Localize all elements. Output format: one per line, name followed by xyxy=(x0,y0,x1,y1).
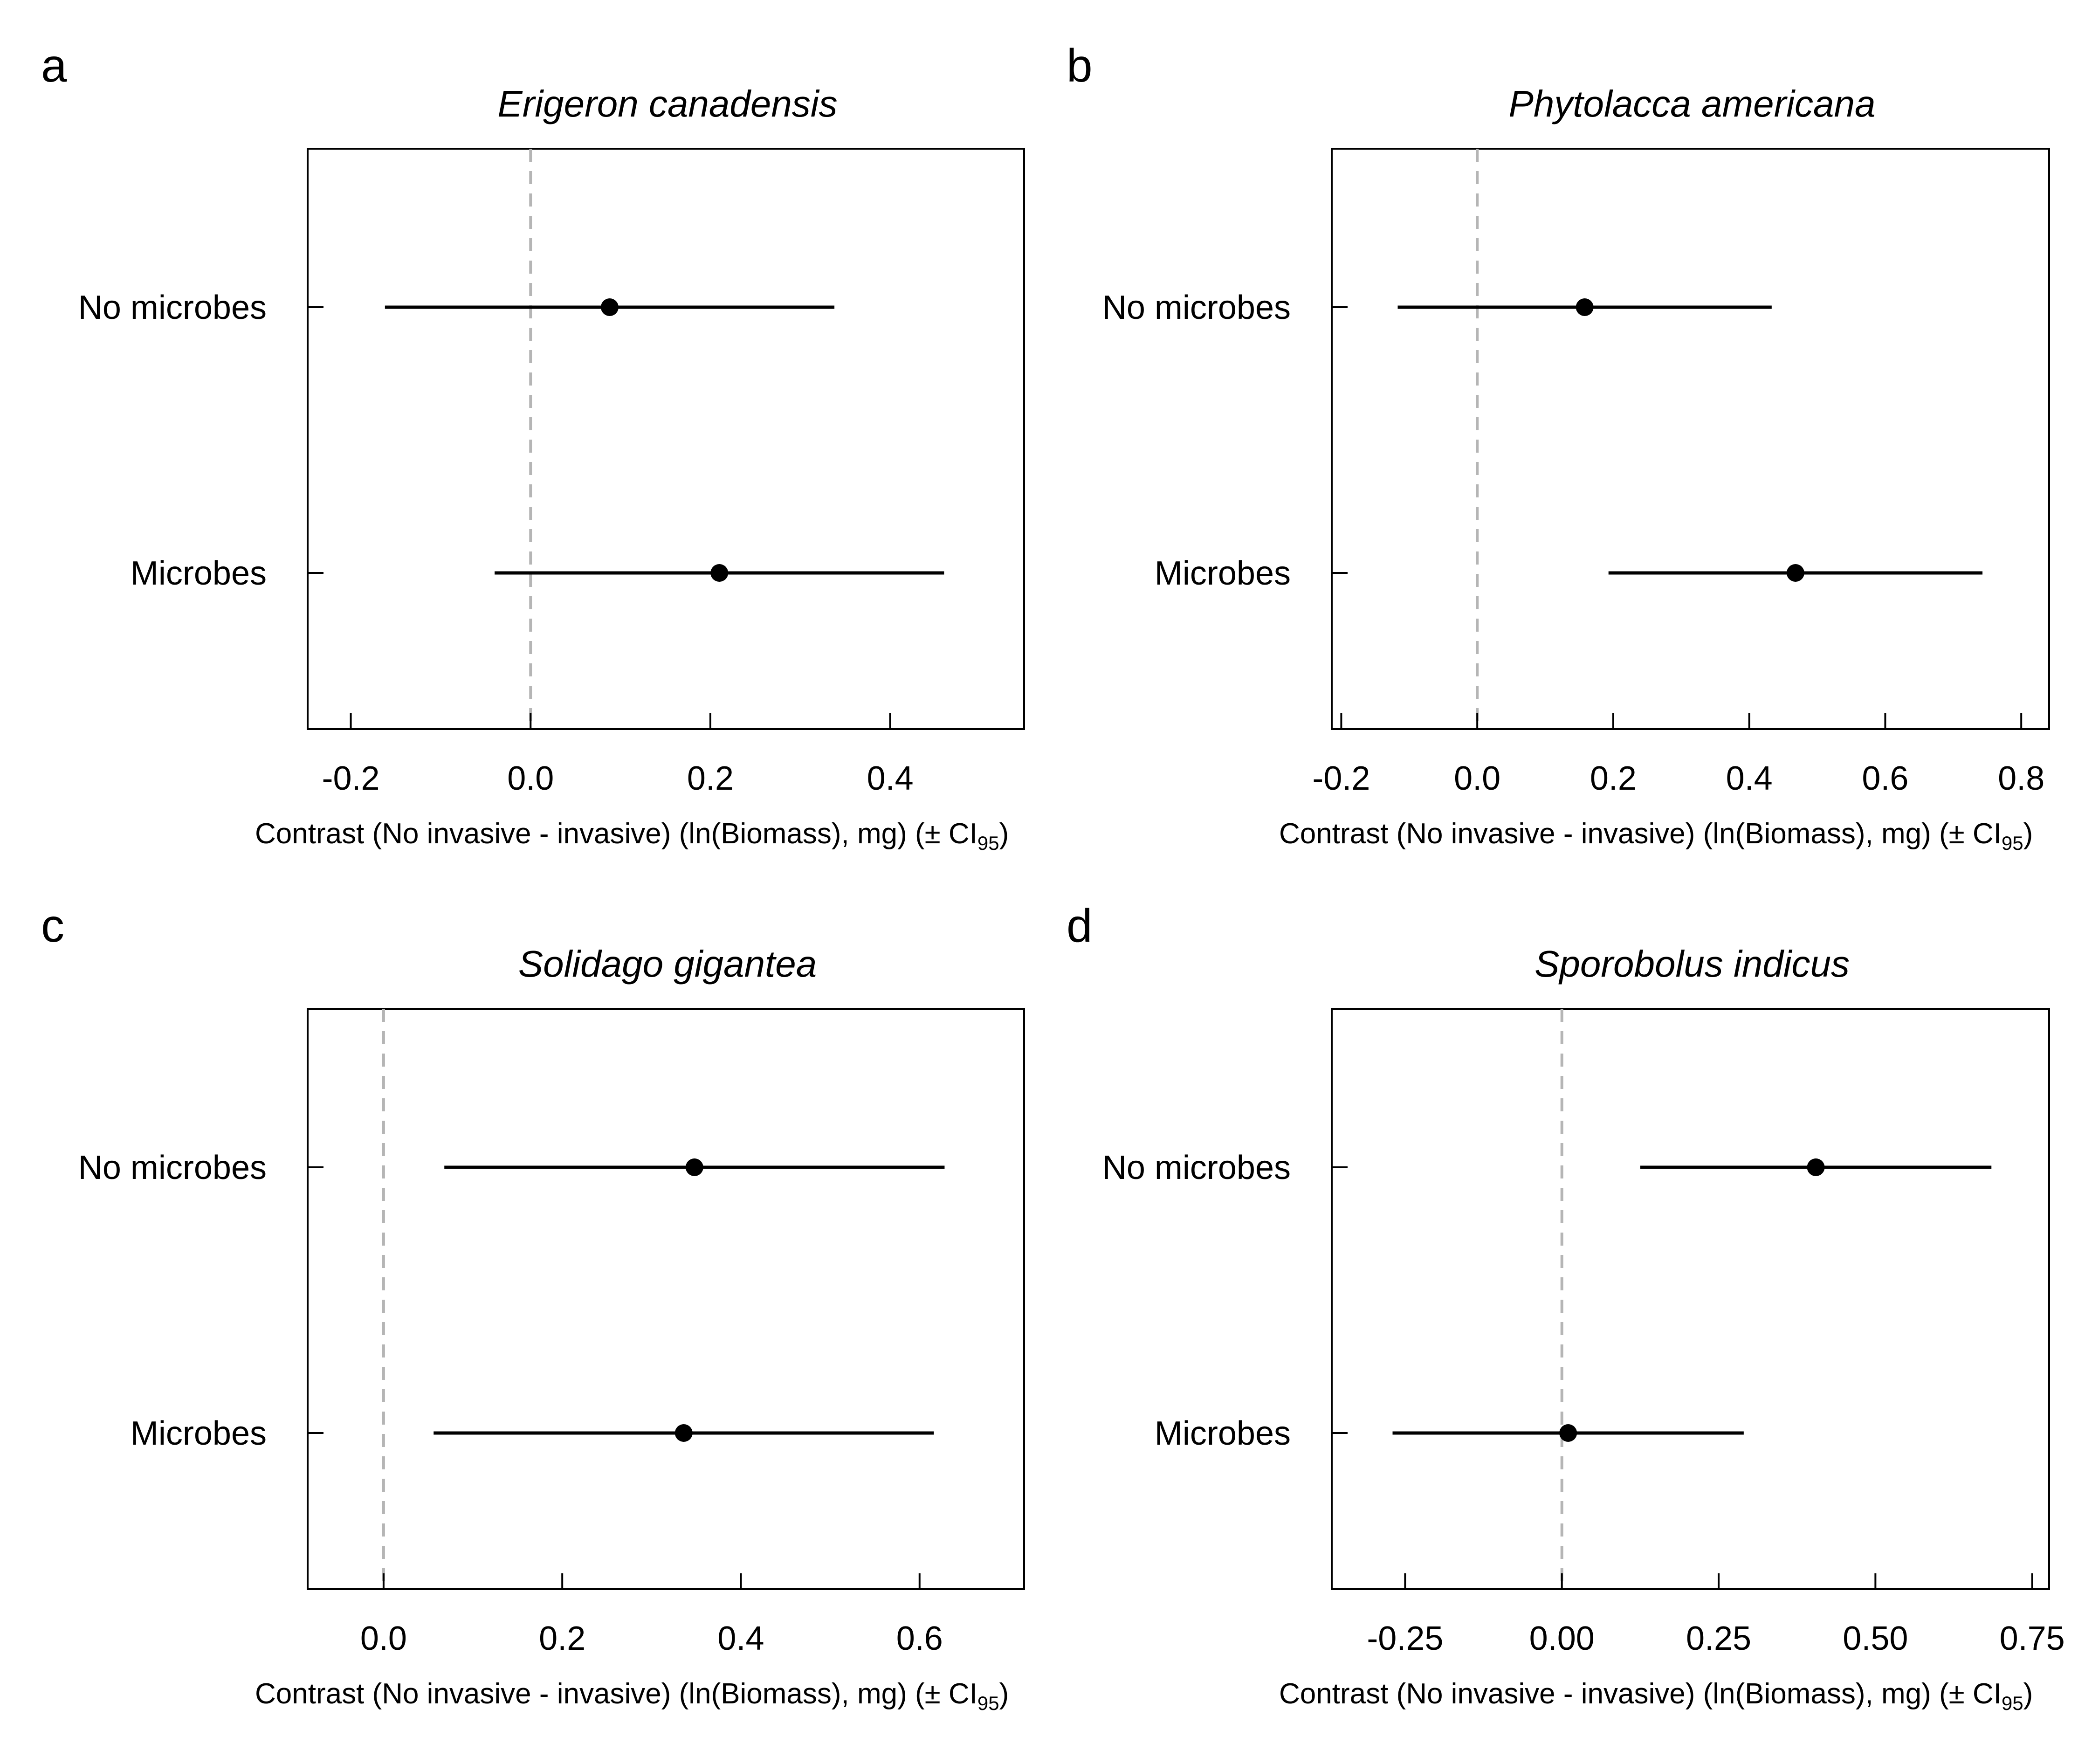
x-tick-label: 0.2 xyxy=(687,760,734,797)
category-label: No microbes xyxy=(78,289,267,326)
plot-frame xyxy=(307,148,1025,730)
x-axis-label-suffix: ) xyxy=(2023,818,2033,850)
x-axis-label-subscript: 95 xyxy=(977,1692,999,1714)
x-axis-label: Contrast (No invasive - invasive) (ln(Bi… xyxy=(255,818,1009,854)
panel-letter: c xyxy=(41,900,64,952)
panel-title: Erigeron canadensis xyxy=(497,83,837,124)
x-tick-label: 0.2 xyxy=(1590,760,1637,797)
category-label: Microbes xyxy=(131,1415,267,1452)
x-axis-label: Contrast (No invasive - invasive) (ln(Bi… xyxy=(1279,1678,2033,1714)
point-estimate xyxy=(1807,1158,1825,1176)
x-tick-label: 0.8 xyxy=(1998,760,2044,797)
category-label: Microbes xyxy=(1155,555,1291,592)
plot-frame xyxy=(1331,1008,2050,1590)
plot-frame xyxy=(307,1008,1025,1590)
panel-title: Solidago gigantea xyxy=(518,943,817,985)
x-tick-label: 0.25 xyxy=(1686,1620,1751,1657)
panel-b: b Phytolacca americana -0.2 0.0 0.2 0.4 0.6 0.8… xyxy=(1067,40,2050,854)
x-tick-label: 0.75 xyxy=(2000,1620,2065,1657)
point-estimate xyxy=(685,1158,703,1176)
category-label: No microbes xyxy=(1102,289,1291,326)
x-tick-label: 0.0 xyxy=(360,1620,407,1657)
panel-letter: a xyxy=(41,40,67,92)
panel-title: Phytolacca americana xyxy=(1508,83,1875,124)
point-estimate xyxy=(1576,298,1594,316)
x-axis-label-subscript: 95 xyxy=(977,832,999,854)
panel-c: c Solidago gigantea 0.0 0.2 0.4 0.6 Contrast (… xyxy=(41,900,1025,1714)
panel-letter: b xyxy=(1067,40,1093,92)
point-estimate xyxy=(674,1424,693,1442)
x-tick-label: -0.25 xyxy=(1367,1620,1443,1657)
x-axis-label-suffix: ) xyxy=(2023,1678,2033,1710)
category-label: Microbes xyxy=(131,555,267,592)
point-estimate xyxy=(600,298,619,316)
x-tick-label: 0.0 xyxy=(1454,760,1500,797)
x-axis-label-subscript: 95 xyxy=(2002,1692,2023,1714)
x-axis-label-subscript: 95 xyxy=(2002,832,2023,854)
x-tick-label: 0.0 xyxy=(507,760,554,797)
x-tick-label: 0.6 xyxy=(1862,760,1908,797)
x-tick-label: 0.4 xyxy=(1726,760,1773,797)
x-tick-label: 0.2 xyxy=(539,1620,585,1657)
panel-letter: d xyxy=(1067,900,1093,952)
category-label: No microbes xyxy=(78,1149,267,1186)
x-tick-label: 0.4 xyxy=(717,1620,764,1657)
panel-d: d Sporobolus indicus -0.25 0.00 0.25 0.50 0.75… xyxy=(1067,900,2065,1714)
x-axis-label-suffix: ) xyxy=(999,1678,1009,1710)
panel-a: a Erigeron canadensis -0.2 0.0 0.2 0.4 Contras… xyxy=(41,40,1025,854)
x-tick-label: 0.6 xyxy=(896,1620,943,1657)
panel-title: Sporobolus indicus xyxy=(1535,943,1850,985)
point-estimate xyxy=(710,564,729,582)
x-tick-label: 0.00 xyxy=(1529,1620,1595,1657)
category-label: No microbes xyxy=(1102,1149,1291,1186)
x-axis-label: Contrast (No invasive - invasive) (ln(Bi… xyxy=(255,1678,1009,1714)
point-estimate xyxy=(1559,1424,1577,1442)
x-tick-label: -0.2 xyxy=(322,760,380,797)
point-estimate xyxy=(1786,564,1804,582)
x-axis-label: Contrast (No invasive - invasive) (ln(Bi… xyxy=(1279,818,2033,854)
x-tick-label: 0.50 xyxy=(1843,1620,1908,1657)
category-label: Microbes xyxy=(1155,1415,1291,1452)
x-tick-label: -0.2 xyxy=(1312,760,1370,797)
x-axis-label-suffix: ) xyxy=(999,818,1009,850)
plot-frame xyxy=(1331,148,2050,730)
x-tick-label: 0.4 xyxy=(867,760,914,797)
